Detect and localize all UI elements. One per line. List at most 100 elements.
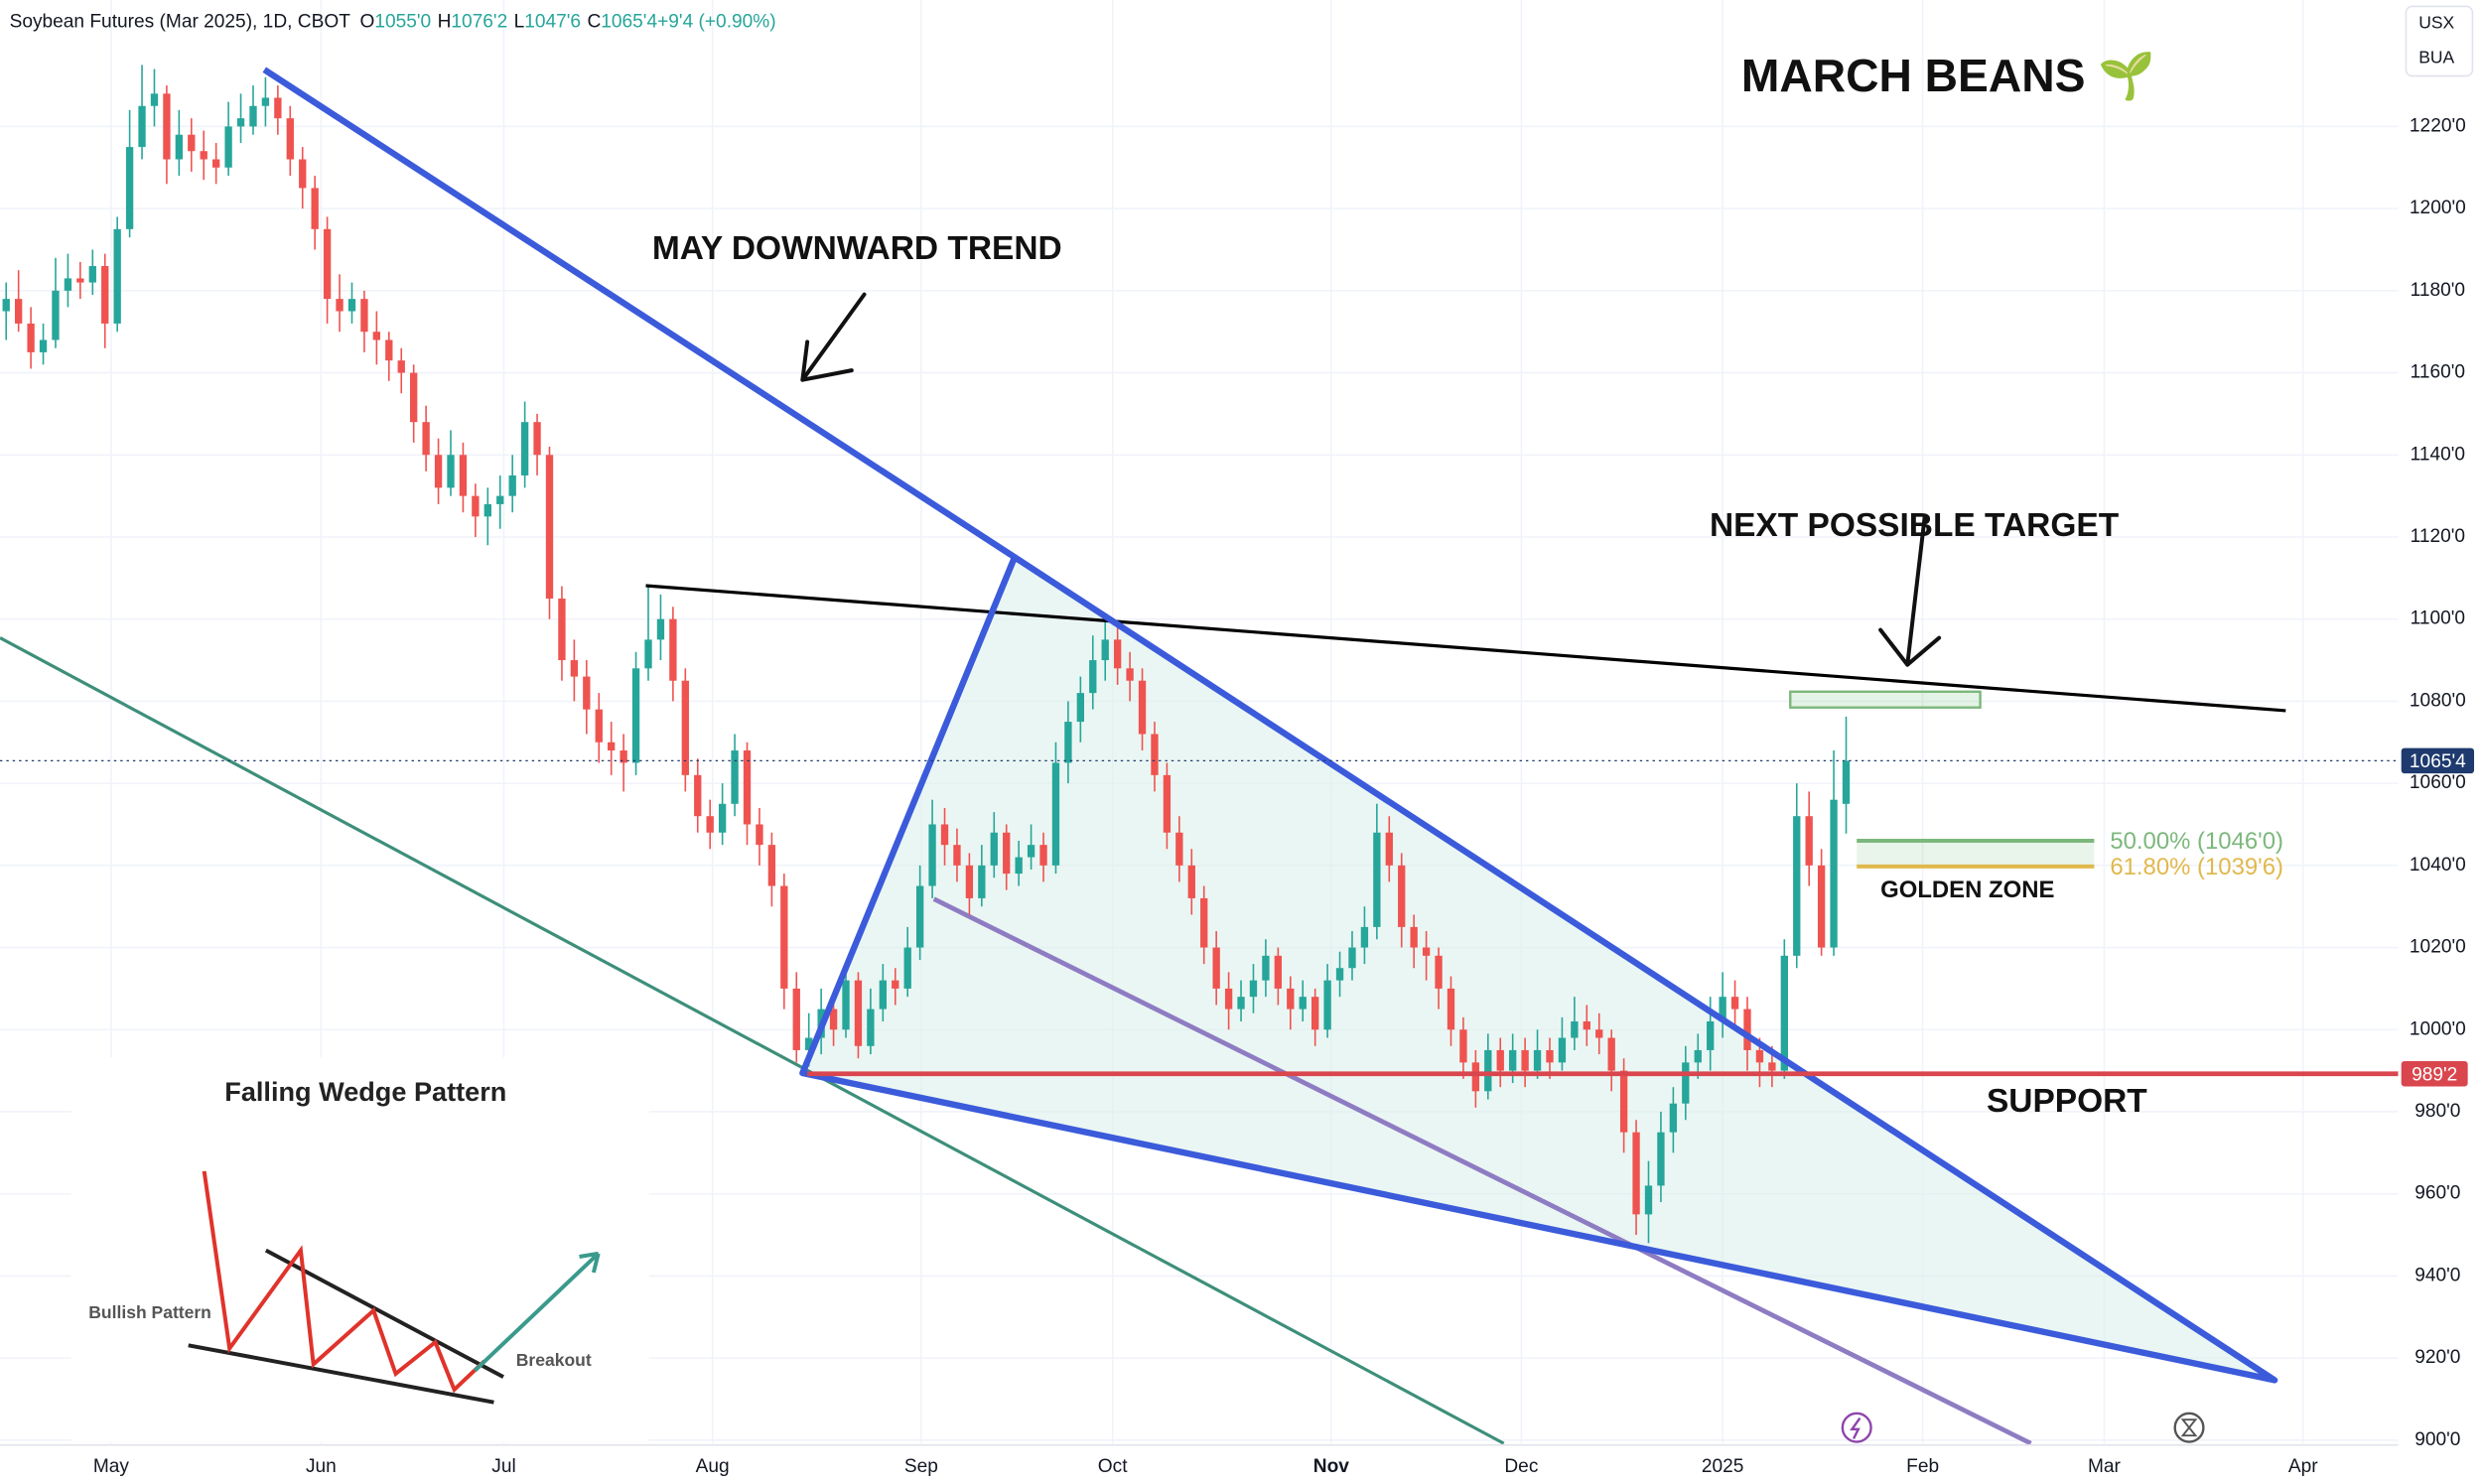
candle-body [1730, 997, 1739, 1010]
golden-zone-label: GOLDEN ZONE [1880, 877, 2054, 903]
candle-body [1003, 832, 1011, 875]
candle-body [1422, 947, 1431, 956]
candle-body [1076, 693, 1085, 723]
y-tick-label: 1080'0 [2410, 690, 2466, 711]
candle-body [163, 93, 171, 160]
candle-body [39, 339, 48, 352]
y-tick-label: 1200'0 [2410, 198, 2466, 218]
y-tick-label: 1160'0 [2411, 362, 2465, 383]
golden-zone [1857, 841, 2095, 867]
candle-body [347, 299, 356, 312]
candle-body [1682, 1062, 1690, 1104]
candle-body [1163, 774, 1172, 833]
candle-body [1089, 660, 1097, 694]
header-legend: H [438, 11, 452, 32]
candle-body [953, 845, 961, 866]
candle-body [1632, 1132, 1640, 1215]
x-tick-label: Jul [491, 1456, 515, 1477]
candle-body [1471, 1062, 1480, 1092]
candle-body [1447, 988, 1455, 1030]
y-tick-label: 1120'0 [2411, 526, 2465, 547]
icon[interactable] [1841, 1412, 1872, 1443]
x-tick-label: Sep [904, 1456, 938, 1477]
candle-body [1595, 1029, 1603, 1038]
candle-body [200, 151, 207, 160]
candle-body [1619, 1070, 1628, 1133]
candle-body [236, 118, 245, 127]
header-legend: 1076'2 [451, 11, 507, 32]
candle-body [1027, 845, 1035, 858]
candle-body [1509, 1049, 1517, 1071]
purple-trend-line [932, 896, 2032, 1446]
fib-label: 50.00% (1046'0) [2110, 828, 2283, 855]
candle-body [1138, 680, 1147, 735]
header-legend: 1055'0 [374, 11, 431, 32]
candle-body [990, 832, 998, 866]
header-legend: 1065'4 [601, 11, 657, 32]
candle-body [323, 228, 332, 300]
candle-body [299, 159, 307, 189]
resistance-line [645, 584, 2286, 713]
candle-body [1212, 947, 1220, 989]
candle-body [261, 97, 270, 106]
candle-body [385, 339, 393, 361]
y-tick-label: 980'0 [2414, 1101, 2460, 1122]
candle-body [1817, 865, 1826, 948]
candle-body [125, 147, 134, 229]
candle-body [138, 105, 146, 148]
wedge-fill [802, 557, 2275, 1381]
candle-body [1583, 1020, 1590, 1030]
x-tick-label: Nov [1313, 1456, 1349, 1477]
x-tick-label: Jun [306, 1456, 337, 1477]
candle-body [1249, 980, 1258, 998]
header-title: Soybean Futures (Mar 2025), 1D, CBOT [10, 11, 351, 32]
candles [2, 65, 1851, 1244]
candle-body [311, 188, 319, 229]
wedge-outline [799, 554, 2278, 1384]
candle-body [360, 299, 368, 333]
candle-body [1644, 1185, 1653, 1215]
candle-body [1496, 1049, 1504, 1071]
header: Soybean Futures (Mar 2025), 1D, CBOT O105… [10, 11, 776, 32]
icon[interactable] [2173, 1412, 2205, 1443]
candle-body [756, 824, 763, 846]
price-tag-label: 1065'4 [2410, 751, 2466, 772]
candle-body [767, 845, 776, 886]
candle-body [188, 134, 196, 152]
candle-body [1064, 722, 1072, 763]
candle-body [1175, 832, 1183, 866]
candle-body [1299, 997, 1307, 1010]
candle-body [1571, 1020, 1579, 1038]
candle-body [1335, 968, 1344, 981]
candle-body [1385, 832, 1393, 866]
x-tick-label: Mar [2088, 1456, 2122, 1477]
candle-body [1262, 955, 1270, 981]
y-tick-label: 920'0 [2414, 1347, 2460, 1368]
candle-body [718, 803, 727, 833]
candle-body [558, 599, 566, 661]
y-tick-label: 1100'0 [2411, 608, 2465, 629]
x-tick-label: Feb [1906, 1456, 1939, 1477]
candle-body [978, 865, 986, 898]
candle-body [1224, 988, 1233, 1010]
candle-body [620, 750, 627, 763]
y-tick-label: 1060'0 [2410, 772, 2466, 793]
candle-body [854, 980, 863, 1046]
candle-body [1126, 668, 1134, 681]
candle-body [545, 455, 554, 600]
candle-body [1533, 1049, 1542, 1071]
candle-body [928, 824, 936, 886]
candle-body [644, 639, 652, 669]
candle-body [1287, 988, 1295, 1010]
candle-body [583, 676, 591, 710]
candle-body [533, 422, 541, 456]
header-legend: L [514, 11, 525, 32]
y-tick-label: 940'0 [2414, 1265, 2460, 1285]
candle-body [1039, 845, 1047, 866]
annotation: NEXT POSSIBLE TARGET [1710, 507, 2120, 544]
currency-label: USX [2418, 13, 2454, 33]
y-tick-label: 1140'0 [2411, 444, 2465, 465]
candle-body [1410, 926, 1418, 948]
candle-body [14, 299, 23, 324]
